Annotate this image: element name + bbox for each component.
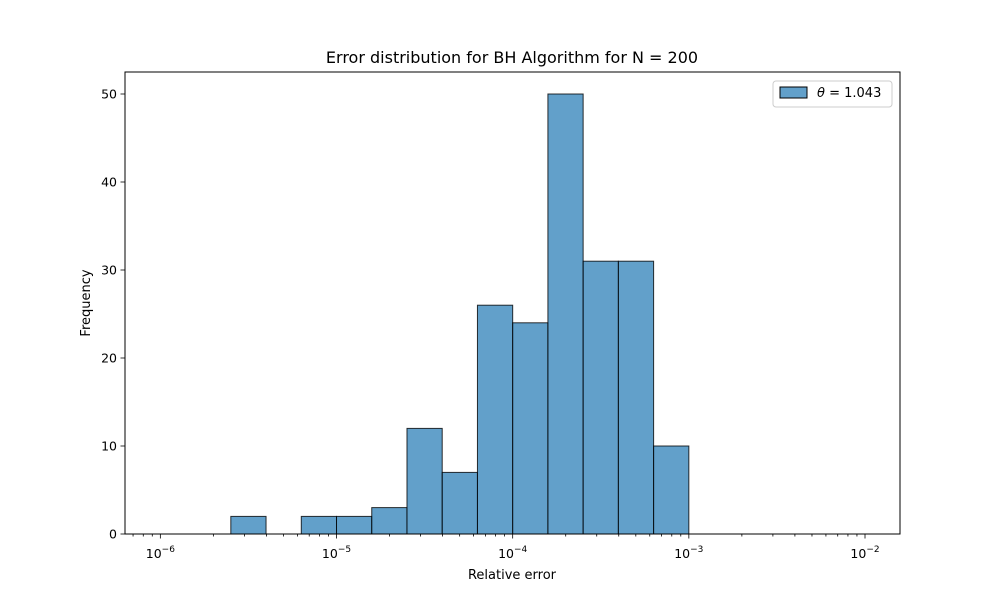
histogram-bar [476, 304, 514, 535]
histogram-bar [441, 471, 478, 535]
x-tick-label: 10−6 [146, 545, 175, 561]
histogram-bar [300, 515, 338, 535]
histogram-bars [230, 93, 690, 535]
y-tick-label: 40 [101, 175, 117, 190]
histogram-bar [512, 322, 549, 535]
histogram-bar [406, 427, 443, 535]
histogram-bar [230, 515, 267, 535]
histogram-bar [547, 93, 584, 535]
x-axis-label: Relative error [468, 568, 557, 583]
legend: θ = 1.043 [772, 80, 893, 108]
y-tick-label: 10 [101, 439, 117, 454]
histogram-bar [336, 515, 373, 535]
histogram-bar [653, 445, 690, 535]
x-tick-label: 10−5 [322, 545, 351, 561]
chart-title: Error distribution for BH Algorithm for … [326, 48, 698, 67]
legend-label: θ = 1.043 [817, 86, 881, 101]
x-tick-label: 10−3 [674, 545, 703, 561]
x-axis-ticks: 10−6 10−5 10−4 10−3 10−2 [132, 534, 880, 561]
plot-area-frame [124, 71, 901, 535]
y-axis-label: Frequency [79, 269, 94, 336]
y-tick-label: 30 [101, 263, 117, 278]
histogram-bar [582, 260, 619, 535]
legend-swatch [779, 86, 808, 99]
x-tick-label: 10−4 [498, 545, 527, 561]
y-tick-label: 50 [101, 87, 117, 102]
y-axis-ticks: 0 10 20 30 40 50 [101, 87, 125, 542]
histogram-bar [617, 260, 655, 535]
histogram-bar [371, 507, 408, 535]
legend-symbol: θ [817, 86, 825, 101]
legend-value: = 1.043 [825, 86, 881, 101]
x-tick-label: 10−2 [850, 545, 879, 561]
y-tick-label: 0 [109, 527, 117, 542]
y-tick-label: 20 [101, 351, 117, 366]
